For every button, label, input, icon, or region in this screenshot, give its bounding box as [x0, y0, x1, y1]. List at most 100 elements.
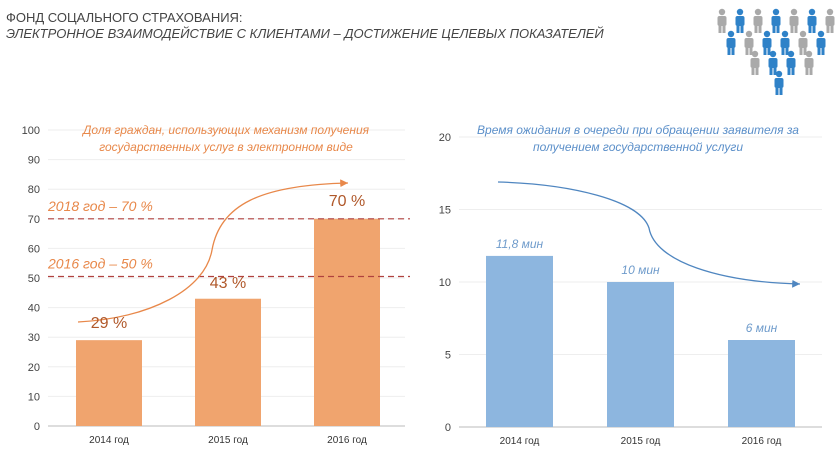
data-label: 10 мин [621, 263, 660, 277]
person-head [772, 8, 780, 16]
person-head [790, 8, 798, 16]
y-tick-label: 20 [439, 132, 451, 144]
person-head [745, 30, 753, 38]
person-head [775, 70, 783, 78]
x-tick-label: 2015 год [208, 435, 248, 446]
y-tick-label: 100 [22, 125, 40, 137]
y-tick-label: 70 [28, 214, 40, 226]
y-tick-label: 0 [34, 421, 40, 433]
chart-title: Доля граждан, использующих механизм полу… [81, 123, 370, 137]
person-head [763, 30, 771, 38]
person-head [799, 30, 807, 38]
y-tick-label: 40 [28, 303, 40, 315]
trend-up-arrow [77, 179, 349, 323]
data-label: 29 % [91, 315, 127, 332]
person-leg [794, 26, 798, 33]
people-crowd-icon [717, 8, 835, 95]
person-leg [767, 48, 771, 55]
y-tick-label: 60 [28, 243, 40, 255]
person-leg [812, 26, 816, 33]
person-body [786, 58, 796, 68]
person-body [825, 16, 835, 26]
person-leg [775, 88, 779, 95]
y-tick-label: 30 [28, 332, 40, 344]
person-head [769, 50, 777, 58]
person-leg [722, 26, 726, 33]
slide-title: ФОНД СОЦАЛЬНОГО СТРАХОВАНИЯ: [6, 10, 243, 25]
person-leg [763, 48, 767, 55]
person-body [753, 16, 763, 26]
person-leg [781, 48, 785, 55]
person-leg [808, 26, 812, 33]
person-leg [821, 48, 825, 55]
person-body [789, 16, 799, 26]
bar-2014-год [486, 255, 553, 427]
person-leg [787, 68, 791, 75]
person-leg [785, 48, 789, 55]
person-leg [809, 68, 813, 75]
person-leg [805, 68, 809, 75]
y-tick-label: 10 [28, 391, 40, 403]
person-body [780, 38, 790, 48]
person-leg [776, 26, 780, 33]
person-body [768, 58, 778, 68]
person-leg [803, 48, 807, 55]
person-leg [754, 26, 758, 33]
trend-down-arrow [497, 181, 801, 288]
person-leg [772, 26, 776, 33]
person-leg [749, 48, 753, 55]
bar-2014-год [76, 340, 142, 426]
y-tick-label: 0 [445, 422, 451, 434]
person-leg [740, 26, 744, 33]
person-leg [773, 68, 777, 75]
reference-line-label: 2018 год – 70 % [47, 198, 153, 214]
person-body [762, 38, 772, 48]
person-head [751, 50, 759, 58]
person-head [826, 8, 834, 16]
person-body [726, 38, 736, 48]
person-body [750, 58, 760, 68]
reference-line-label: 2016 год – 50 % [47, 256, 153, 272]
person-head [754, 8, 762, 16]
x-tick-label: 2014 год [89, 435, 129, 446]
person-body [816, 38, 826, 48]
person-head [727, 30, 735, 38]
bar-2015-год [195, 298, 261, 426]
y-tick-label: 15 [439, 205, 451, 217]
person-leg [751, 68, 755, 75]
person-leg [745, 48, 749, 55]
x-tick-label: 2016 год [742, 436, 782, 447]
person-leg [758, 26, 762, 33]
y-tick-label: 50 [28, 273, 40, 285]
y-tick-label: 10 [439, 277, 451, 289]
person-body [807, 16, 817, 26]
x-tick-label: 2015 год [621, 436, 661, 447]
slide-subtitle: ЭЛЕКТРОННОЕ ВЗАИМОДЕЙСТВИЕ С КЛИЕНТАМИ –… [6, 26, 604, 41]
x-tick-label: 2014 год [500, 436, 540, 447]
person-head [781, 30, 789, 38]
person-leg [779, 88, 783, 95]
x-tick-label: 2016 год [327, 435, 367, 446]
person-leg [830, 26, 834, 33]
person-head [787, 50, 795, 58]
person-leg [731, 48, 735, 55]
person-head [817, 30, 825, 38]
person-leg [727, 48, 731, 55]
person-body [771, 16, 781, 26]
data-label: 43 % [210, 275, 246, 292]
chart-title: государственных услуг в электронном виде [99, 140, 353, 154]
person-leg [817, 48, 821, 55]
data-label: 11,8 мин [496, 237, 544, 251]
person-leg [769, 68, 773, 75]
bar-2016-год [314, 218, 380, 426]
person-leg [718, 26, 722, 33]
data-label: 70 % [329, 193, 365, 210]
person-leg [791, 68, 795, 75]
person-head [808, 8, 816, 16]
bar-2015-год [607, 282, 674, 427]
person-head [805, 50, 813, 58]
person-head [736, 8, 744, 16]
chart-title: получением государственной услуги [533, 140, 743, 154]
